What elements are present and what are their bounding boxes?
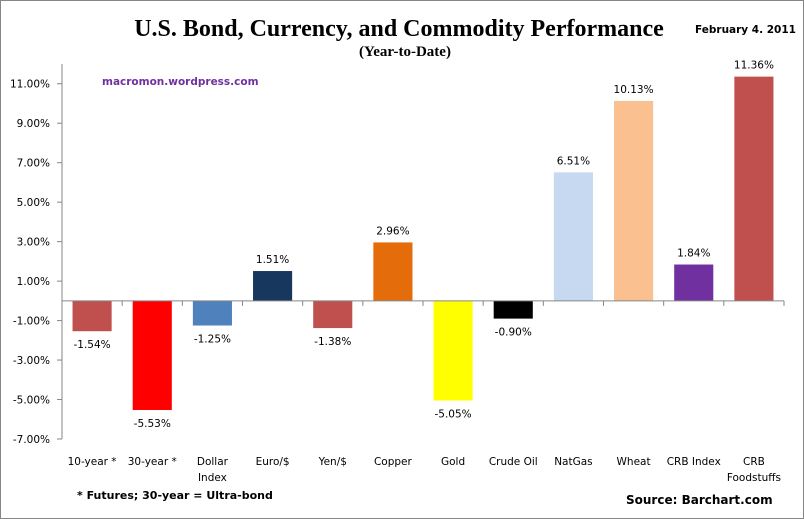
bar xyxy=(72,300,112,332)
category-label: Gold xyxy=(441,456,465,468)
chart-title: U.S. Bond, Currency, and Commodity Perfo… xyxy=(134,16,664,42)
category-label: 10-year * xyxy=(68,456,117,468)
category-label: Dollar xyxy=(197,456,229,468)
bar xyxy=(734,76,774,301)
category-label: Index xyxy=(198,472,227,484)
category-label: NatGas xyxy=(554,456,592,468)
bar xyxy=(192,300,232,326)
category-label: Wheat xyxy=(617,456,651,468)
category-label: CRB xyxy=(743,456,765,468)
data-label: -1.25% xyxy=(194,334,231,346)
bar xyxy=(614,100,654,301)
category-label: Crude Oil xyxy=(489,456,538,468)
data-label: 1.51% xyxy=(256,254,289,266)
y-tick-label: -3.00% xyxy=(13,355,50,367)
data-label: -5.05% xyxy=(435,409,472,421)
bar xyxy=(253,271,293,301)
y-axis: 11.00% 9.00% 7.00% 5.00% 3.00% 1.00% -1.00% -3.… xyxy=(10,64,63,446)
bar xyxy=(373,242,413,301)
bar xyxy=(553,172,593,301)
bar xyxy=(674,264,714,301)
bar xyxy=(132,300,172,410)
source-label: Source: Barchart.com xyxy=(626,493,773,507)
y-tick-label: 7.00% xyxy=(17,158,50,170)
bars xyxy=(72,76,774,410)
data-label: 10.13% xyxy=(614,84,654,96)
footnote: * Futures; 30-year = Ultra-bond xyxy=(77,489,273,502)
data-label: 1.84% xyxy=(677,248,710,260)
bar xyxy=(313,300,353,329)
y-tick-label: -1.00% xyxy=(13,316,50,328)
y-tick-label: 11.00% xyxy=(10,79,50,91)
y-tick-label: -5.00% xyxy=(13,395,50,407)
data-label: 6.51% xyxy=(557,155,590,167)
data-label: -1.54% xyxy=(74,339,111,351)
category-labels: 10-year * 30-year * Dollar Index Euro/$ Yen/$… xyxy=(68,456,781,484)
data-label: -1.38% xyxy=(314,336,351,348)
data-labels: -1.54% -5.53% -1.25% 1.51% -1.38% 2.96% -5.05%… xyxy=(74,60,774,430)
category-label: Yen/$ xyxy=(318,456,347,468)
data-label: 2.96% xyxy=(376,225,409,237)
category-label: CRB Index xyxy=(667,456,721,468)
chart-date: February 4. 2011 xyxy=(695,24,796,36)
data-label: -5.53% xyxy=(134,418,171,430)
bar xyxy=(433,300,473,401)
bar xyxy=(493,300,533,319)
category-label: 30-year * xyxy=(128,456,177,468)
chart-subtitle: (Year-to-Date) xyxy=(359,44,451,60)
y-tick-label: -7.00% xyxy=(13,434,50,446)
x-axis xyxy=(61,300,785,306)
y-tick-label: 5.00% xyxy=(17,197,50,209)
y-tick-label: 1.00% xyxy=(17,276,50,288)
data-label: 11.36% xyxy=(734,60,774,72)
category-label: Euro/$ xyxy=(256,456,290,468)
category-label: Copper xyxy=(374,456,413,468)
category-label: Foodstuffs xyxy=(727,472,781,484)
y-tick-label: 3.00% xyxy=(17,237,50,249)
watermark: macromon.wordpress.com xyxy=(102,76,259,88)
data-label: -0.90% xyxy=(495,327,532,339)
y-tick-label: 9.00% xyxy=(17,118,50,130)
